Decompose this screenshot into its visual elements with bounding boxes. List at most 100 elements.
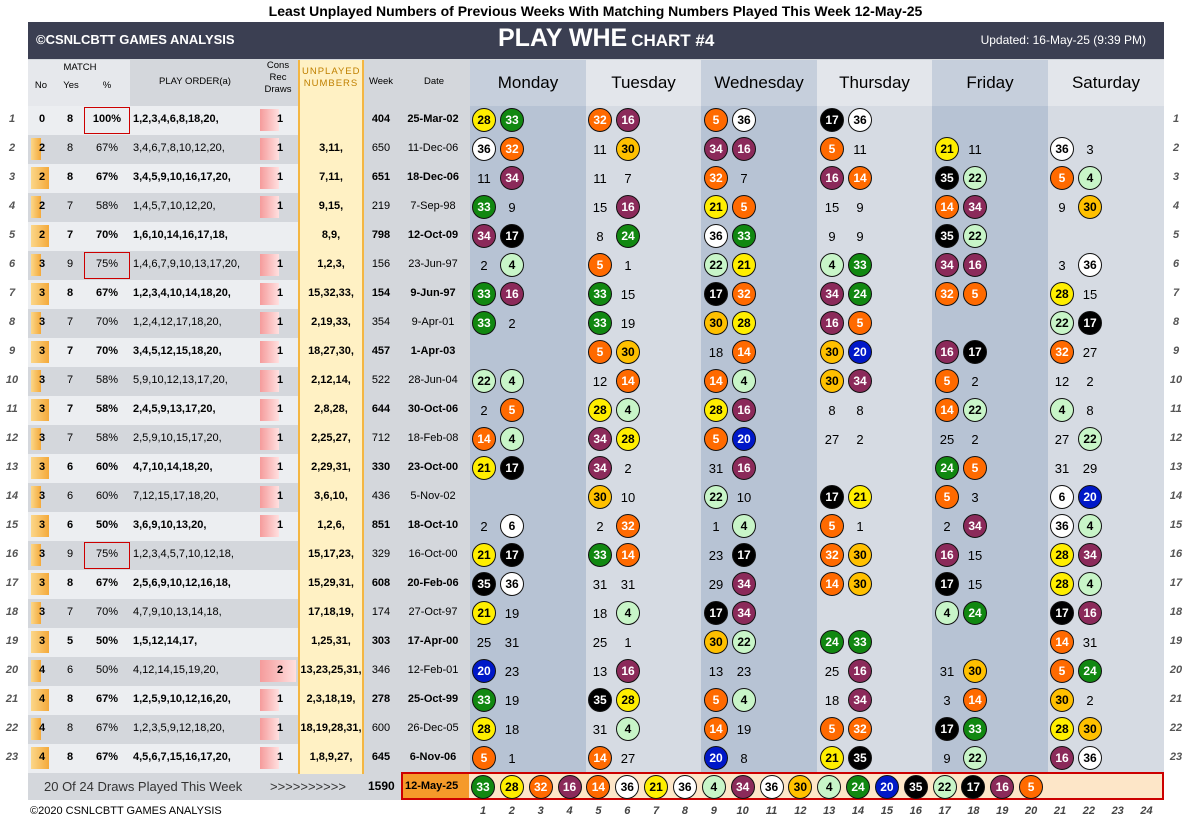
row-number: 8 — [8, 316, 16, 328]
table-row: 22 22 4 8 67% 1,2,3,5,9,12,18,20, 1 18,19,28,31… — [0, 715, 1191, 744]
cons-rec-draws: 1 — [276, 722, 284, 734]
day-header-saturday: Saturday — [1071, 73, 1141, 92]
yes-match-count: 8 — [66, 577, 74, 589]
draw-index: 15 — [880, 805, 894, 817]
number-ball: 14 — [616, 543, 640, 567]
no-match-count: 3 — [38, 403, 46, 415]
cons-rec-draws: 1 — [276, 142, 284, 154]
number-ball: 28 — [1050, 543, 1074, 567]
this-week-ball: 14 — [586, 775, 611, 799]
number-ball: 21 — [472, 456, 496, 480]
no-match-count: 2 — [38, 200, 46, 212]
number-ball: 4 — [1078, 166, 1102, 190]
number-plain: 31 — [592, 722, 608, 737]
cons-rec-draws: 1 — [276, 519, 284, 531]
number-ball: 33 — [500, 108, 524, 132]
row-number-right: 8 — [1172, 316, 1180, 328]
yes-match-count: 8 — [66, 722, 74, 734]
this-week-ball: 4 — [701, 775, 726, 799]
no-match-count: 4 — [38, 751, 46, 763]
draw-index: 19 — [996, 805, 1009, 817]
number-plain: 18 — [592, 606, 608, 621]
yes-match-count: 7 — [66, 432, 74, 444]
number-ball: 16 — [616, 108, 640, 132]
cons-rec-draws: 2 — [276, 664, 284, 676]
number-ball: 22 — [472, 369, 496, 393]
row-number-right: 3 — [1172, 171, 1180, 183]
number-ball: 21 — [732, 253, 756, 277]
number-ball: 22 — [1078, 427, 1102, 451]
play-order: 7,12,15,17,18,20, — [133, 490, 219, 502]
number-ball: 30 — [1050, 688, 1074, 712]
this-week-ball: 36 — [672, 775, 697, 799]
yes-match-count: 8 — [66, 113, 74, 125]
number-ball: 28 — [616, 427, 640, 451]
number-ball: 30 — [963, 659, 987, 683]
number-ball: 32 — [732, 282, 756, 306]
number-plain: 2 — [971, 432, 979, 447]
unplayed-numbers: 13,23,25,31, — [300, 664, 362, 676]
match-percent: 58% — [95, 200, 119, 212]
row-number: 1 — [8, 113, 16, 125]
draw-date: 20-Feb-06 — [407, 577, 459, 589]
row-number: 23 — [5, 751, 19, 763]
number-ball: 16 — [935, 543, 959, 567]
cons-bar — [260, 747, 279, 769]
unplayed-col-bg — [298, 60, 364, 800]
week-number: 154 — [371, 287, 391, 299]
no-match-bar — [31, 457, 49, 479]
table-row: 7 7 3 8 67% 1,2,3,4,10,14,18,20, 1 15,32,33, 154… — [0, 280, 1191, 309]
row-number: 17 — [5, 577, 19, 589]
number-plain: 27 — [1054, 432, 1070, 447]
day-header-thursday: Thursday — [839, 73, 910, 92]
number-plain: 9 — [943, 751, 951, 766]
number-ball: 5 — [472, 746, 496, 770]
draw-date: 1-Apr-03 — [410, 345, 456, 357]
number-ball: 17 — [704, 601, 728, 625]
draw-date: 30-Oct-06 — [407, 403, 459, 415]
cons-rec-draws: 1 — [276, 374, 284, 386]
no-match-count: 3 — [38, 345, 46, 357]
match-percent: 67% — [95, 751, 119, 763]
draw-index: 11 — [765, 805, 778, 817]
number-plain: 2 — [596, 519, 604, 534]
play-order: 2,5,9,10,15,17,20, — [133, 432, 222, 444]
no-match-bar — [31, 283, 49, 305]
this-week-ball: 4 — [817, 775, 842, 799]
draw-index: 1 — [479, 805, 487, 817]
no-match-count: 3 — [38, 374, 46, 386]
number-ball: 4 — [1050, 398, 1074, 422]
number-ball: 22 — [732, 630, 756, 654]
week-number: 404 — [371, 113, 391, 125]
row-number-right: 18 — [1169, 606, 1183, 618]
draw-date: 27-Oct-97 — [408, 606, 458, 618]
draw-index: 6 — [624, 805, 631, 817]
number-plain: 31 — [1082, 635, 1098, 650]
draw-index: 20 — [1025, 805, 1038, 817]
draw-index: 22 — [1082, 805, 1095, 817]
row-number: 22 — [5, 722, 19, 734]
cons-rec-draws: 1 — [276, 693, 284, 705]
day-col-bg-0 — [470, 60, 586, 106]
number-ball: 16 — [820, 311, 844, 335]
yes-match-count: 8 — [66, 287, 74, 299]
number-ball: 34 — [820, 282, 844, 306]
number-ball: 14 — [616, 369, 640, 393]
row-stripe — [28, 396, 298, 425]
draw-date: 11-Dec-06 — [407, 142, 459, 154]
number-ball: 36 — [500, 572, 524, 596]
draw-index: 12 — [794, 805, 807, 817]
week-number: 600 — [371, 722, 391, 734]
table-row: 14 14 3 6 60% 7,12,15,17,18,20, 1 3,6,10, 436 5-N… — [0, 483, 1191, 512]
col-head-cons: Cons Rec Draws — [264, 60, 292, 95]
cons-bar — [260, 515, 279, 537]
number-ball: 5 — [848, 311, 872, 335]
week-number: 278 — [371, 693, 391, 705]
number-ball: 24 — [848, 282, 872, 306]
row-stripe — [28, 222, 298, 251]
number-ball: 4 — [500, 427, 524, 451]
no-match-bar — [31, 370, 41, 392]
draw-date: 23-Oct-00 — [407, 461, 459, 473]
cons-bar — [260, 254, 279, 276]
no-match-count: 3 — [38, 258, 46, 270]
